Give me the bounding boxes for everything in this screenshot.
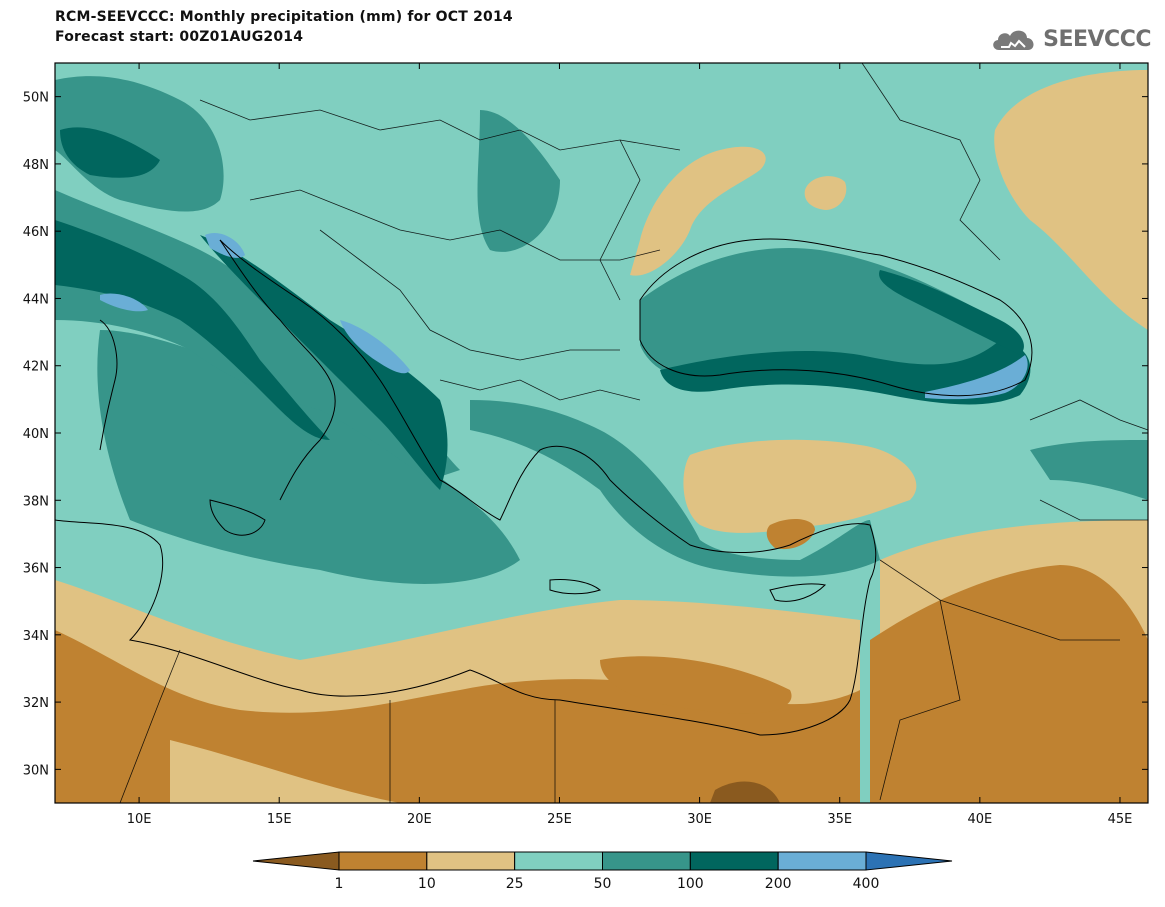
forecast-start-subtitle: Forecast start: 00Z01AUG2014 bbox=[55, 29, 304, 45]
colorbar-low-extension bbox=[252, 851, 340, 871]
precip-field bbox=[55, 63, 1148, 803]
border-path bbox=[879, 559, 1120, 641]
lat-tick-label: 36N bbox=[23, 562, 49, 577]
coastline-path bbox=[55, 239, 877, 736]
precip-region bbox=[870, 565, 1148, 803]
cloud-icon bbox=[993, 30, 1034, 50]
border-path bbox=[199, 99, 681, 151]
lat-tick-label: 30N bbox=[23, 763, 49, 778]
lat-tick-label: 46N bbox=[23, 225, 49, 240]
colorbar-swatch bbox=[514, 851, 604, 871]
colorbar-swatch bbox=[338, 851, 428, 871]
colorbar-swatch bbox=[777, 851, 867, 871]
axis-ticks: 10E 15E 20E 25E 30E 35E 40E 45E 30N 32N 34N 36N 38N 4… bbox=[23, 63, 1148, 827]
lon-tick-label: 25E bbox=[547, 812, 572, 827]
coastline-path bbox=[639, 238, 1033, 397]
map-title: RCM-SEEVCCC: Monthly precipitation (mm) … bbox=[55, 9, 513, 25]
colorbar-level-label: 10 bbox=[418, 876, 436, 892]
precip-region bbox=[170, 740, 400, 803]
colorbar-swatch bbox=[689, 851, 779, 871]
colorbar-level-label: 1 bbox=[335, 876, 344, 892]
precip-region bbox=[804, 176, 847, 210]
coastline-path bbox=[219, 239, 336, 501]
lon-tick-label: 10E bbox=[127, 812, 152, 827]
lon-tick-label: 45E bbox=[1108, 812, 1133, 827]
border-path bbox=[879, 599, 961, 801]
border-path bbox=[599, 139, 641, 301]
precip-region bbox=[470, 400, 880, 577]
border-path bbox=[1029, 399, 1148, 431]
seevccc-logo: SEEVCCC bbox=[989, 22, 1151, 56]
lat-tick-label: 34N bbox=[23, 629, 49, 644]
precip-region bbox=[683, 439, 917, 533]
precip-region bbox=[97, 330, 520, 584]
precip-region bbox=[340, 320, 410, 374]
precip-region bbox=[55, 220, 330, 440]
colorbar-level-label: 200 bbox=[765, 876, 792, 892]
country-borders bbox=[119, 63, 1148, 803]
lon-tick-label: 15E bbox=[267, 812, 292, 827]
lon-tick-label: 40E bbox=[967, 812, 992, 827]
precip-region bbox=[55, 76, 224, 212]
precip-region bbox=[600, 656, 792, 714]
lon-tick-label: 30E bbox=[687, 812, 712, 827]
coastline-path bbox=[769, 583, 827, 602]
border-path bbox=[1039, 499, 1148, 521]
precip-region bbox=[660, 340, 1031, 405]
precip-region bbox=[766, 518, 815, 550]
coastlines bbox=[55, 238, 1033, 736]
lat-tick-label: 42N bbox=[23, 360, 49, 375]
colorbar-level-label: 50 bbox=[594, 876, 612, 892]
lon-tick-label: 20E bbox=[407, 812, 432, 827]
border-path bbox=[439, 379, 641, 401]
colorbar-swatch bbox=[602, 851, 691, 871]
lat-tick-label: 44N bbox=[23, 292, 49, 307]
precip-region bbox=[60, 127, 160, 178]
precip-region bbox=[710, 781, 780, 803]
colorbar-level-label: 400 bbox=[853, 876, 880, 892]
precip-region bbox=[55, 630, 860, 803]
logo-text: SEEVCCC bbox=[1043, 26, 1151, 52]
precip-region bbox=[879, 270, 1024, 355]
precip-region bbox=[100, 293, 148, 312]
precip-region bbox=[994, 70, 1148, 330]
colorbar: 1 10 25 50 100 200 400 bbox=[252, 851, 953, 892]
coastline-path bbox=[209, 499, 266, 536]
lat-tick-label: 38N bbox=[23, 494, 49, 509]
lat-tick-label: 48N bbox=[23, 158, 49, 173]
border-path bbox=[119, 649, 181, 803]
precip-region bbox=[925, 355, 1028, 400]
colorbar-level-label: 25 bbox=[506, 876, 524, 892]
border-path bbox=[319, 229, 620, 361]
colorbar-high-extension bbox=[865, 851, 953, 871]
colorbar-swatch bbox=[426, 851, 516, 871]
colorbar-level-label: 100 bbox=[677, 876, 704, 892]
lon-tick-label: 35E bbox=[827, 812, 852, 827]
precip-region bbox=[630, 146, 766, 276]
border-path bbox=[861, 63, 1001, 261]
lat-tick-label: 32N bbox=[23, 696, 49, 711]
lat-tick-label: 40N bbox=[23, 427, 49, 442]
precip-region bbox=[477, 110, 560, 252]
precip-region bbox=[1030, 440, 1148, 500]
lat-tick-label: 50N bbox=[23, 91, 49, 106]
coastline-path bbox=[99, 319, 118, 451]
coastline-path bbox=[549, 579, 602, 595]
